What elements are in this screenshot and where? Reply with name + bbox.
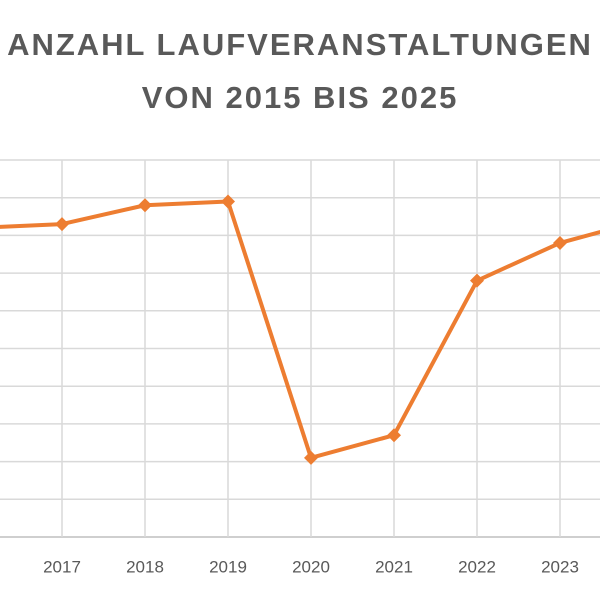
chart-title: ANZAHL LAUFVERANSTALTUNGEN [7, 27, 593, 62]
x-tick-label: 2022 [458, 557, 496, 576]
line [0, 199, 600, 460]
x-tick-label: 2023 [541, 557, 579, 576]
marker [138, 198, 152, 213]
marker [221, 194, 235, 209]
marker [387, 428, 401, 443]
x-tick-label: 2020 [292, 557, 330, 576]
marker [470, 273, 484, 288]
marker [304, 450, 318, 465]
marker [55, 217, 69, 232]
x-tick-label: 2018 [126, 557, 164, 576]
x-tick-label: 2019 [209, 557, 247, 576]
marker [553, 235, 567, 250]
x-tick-label: 2017 [43, 557, 81, 576]
x-tick-label: 2021 [375, 557, 413, 576]
chart-subtitle: VON 2015 BIS 2025 [142, 80, 459, 115]
